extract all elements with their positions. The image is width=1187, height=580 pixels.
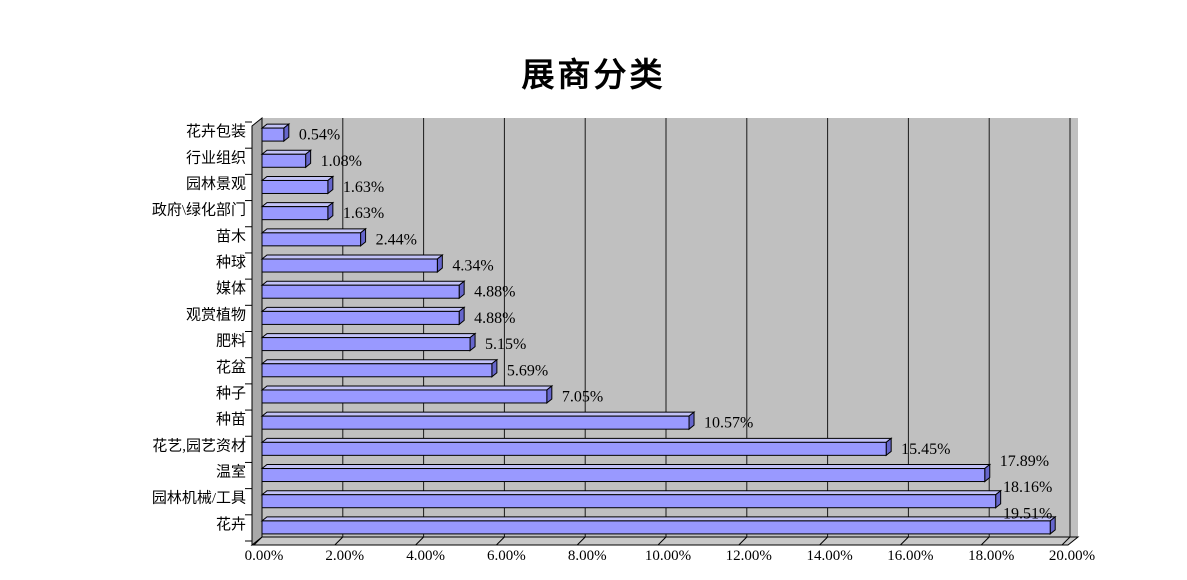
bar-top-face xyxy=(260,464,992,470)
bar xyxy=(261,494,997,509)
bar-value-label: 2.44% xyxy=(376,231,417,248)
x-axis-tick xyxy=(980,536,990,546)
x-tick-label: 6.00% xyxy=(487,548,526,564)
bar-value-label: 4.88% xyxy=(474,310,515,327)
bar-top-face xyxy=(260,359,499,365)
category-label: 政府\绿化部门 xyxy=(152,202,246,219)
bar-top-face xyxy=(260,411,696,417)
bar xyxy=(261,153,307,168)
bar-value-label: 17.89% xyxy=(1000,453,1049,470)
bar-top-face xyxy=(260,149,313,155)
bar-value-label: 1.63% xyxy=(343,205,384,222)
bar-top-face xyxy=(260,202,335,208)
bar-value-label: 1.63% xyxy=(343,179,384,196)
bar xyxy=(261,206,329,221)
category-label: 温室 xyxy=(216,464,246,481)
x-tick-label: 18.00% xyxy=(968,548,1014,564)
bar-value-label: 4.88% xyxy=(474,284,515,301)
bar-value-label: 1.08% xyxy=(321,153,362,170)
category-label: 花艺,园艺资材 xyxy=(152,437,246,454)
bar xyxy=(261,179,329,194)
bar xyxy=(261,441,887,456)
bar xyxy=(261,468,986,483)
bar-value-label: 18.16% xyxy=(1003,479,1052,496)
category-label: 园林景观 xyxy=(186,175,246,192)
x-axis-tick xyxy=(657,536,667,546)
bar-top-face xyxy=(260,333,477,339)
bar-value-label: 5.69% xyxy=(507,362,548,379)
x-axis-tick xyxy=(900,536,909,546)
category-label: 种球 xyxy=(216,254,246,271)
x-tick-label: 8.00% xyxy=(568,548,607,564)
bar-top-face xyxy=(260,437,893,443)
x-tick-label: 20.00% xyxy=(1049,548,1095,564)
x-axis-tick xyxy=(496,536,505,546)
bar-value-label: 0.54% xyxy=(299,127,340,144)
category-label: 种子 xyxy=(216,385,246,402)
wall-3d xyxy=(251,116,263,547)
bar xyxy=(261,389,548,404)
x-axis-tick xyxy=(819,536,828,546)
x-tick-label: 16.00% xyxy=(887,548,933,564)
bar xyxy=(261,337,471,352)
bar-top-face xyxy=(260,385,554,391)
x-tick-label: 12.00% xyxy=(726,548,772,564)
bar xyxy=(261,127,285,142)
bar-value-label: 10.57% xyxy=(704,415,753,432)
category-label: 观赏植物 xyxy=(186,306,246,323)
bar-value-label: 4.34% xyxy=(452,258,493,275)
x-axis-tick xyxy=(576,536,586,546)
x-tick-label: 10.00% xyxy=(645,548,691,564)
category-label: 花卉 xyxy=(216,516,246,533)
x-axis-tick xyxy=(415,536,424,546)
x-axis-tick xyxy=(1061,536,1071,546)
bar-top-face xyxy=(260,280,466,286)
bar-top-face xyxy=(260,228,368,234)
x-axis-tick xyxy=(738,536,748,546)
bar xyxy=(261,232,362,247)
bar-value-label: 15.45% xyxy=(901,441,950,458)
bar-top-face xyxy=(260,306,466,312)
x-tick-label: 4.00% xyxy=(406,548,445,564)
category-label: 行业组织 xyxy=(186,149,246,166)
category-label: 种苗 xyxy=(216,411,246,428)
chart-title: 展商分类 xyxy=(521,58,666,94)
x-axis-tick xyxy=(334,536,344,546)
x-tick-label: 0.00% xyxy=(245,548,284,564)
category-label: 花盆 xyxy=(216,359,246,376)
bar xyxy=(261,415,690,430)
bar xyxy=(261,520,1051,535)
bar xyxy=(261,310,460,325)
x-tick-label: 14.00% xyxy=(806,548,852,564)
bar-top-face xyxy=(260,175,335,181)
bar-value-label: 19.51% xyxy=(1003,505,1052,522)
category-label: 苗木 xyxy=(216,228,246,245)
bar-top-face xyxy=(260,516,1057,522)
bar-top-face xyxy=(260,254,444,260)
category-label: 园林机械/工具 xyxy=(152,490,246,507)
bar-value-label: 7.05% xyxy=(562,388,603,405)
bar-top-face xyxy=(260,490,1003,496)
category-label: 肥料 xyxy=(216,333,246,350)
bar xyxy=(261,363,493,378)
category-label: 媒体 xyxy=(216,280,246,297)
category-label: 花卉包装 xyxy=(186,123,246,140)
bar-value-label: 5.15% xyxy=(485,336,526,353)
x-tick-label: 2.00% xyxy=(325,548,364,564)
bar xyxy=(261,258,438,273)
bar xyxy=(261,284,460,299)
